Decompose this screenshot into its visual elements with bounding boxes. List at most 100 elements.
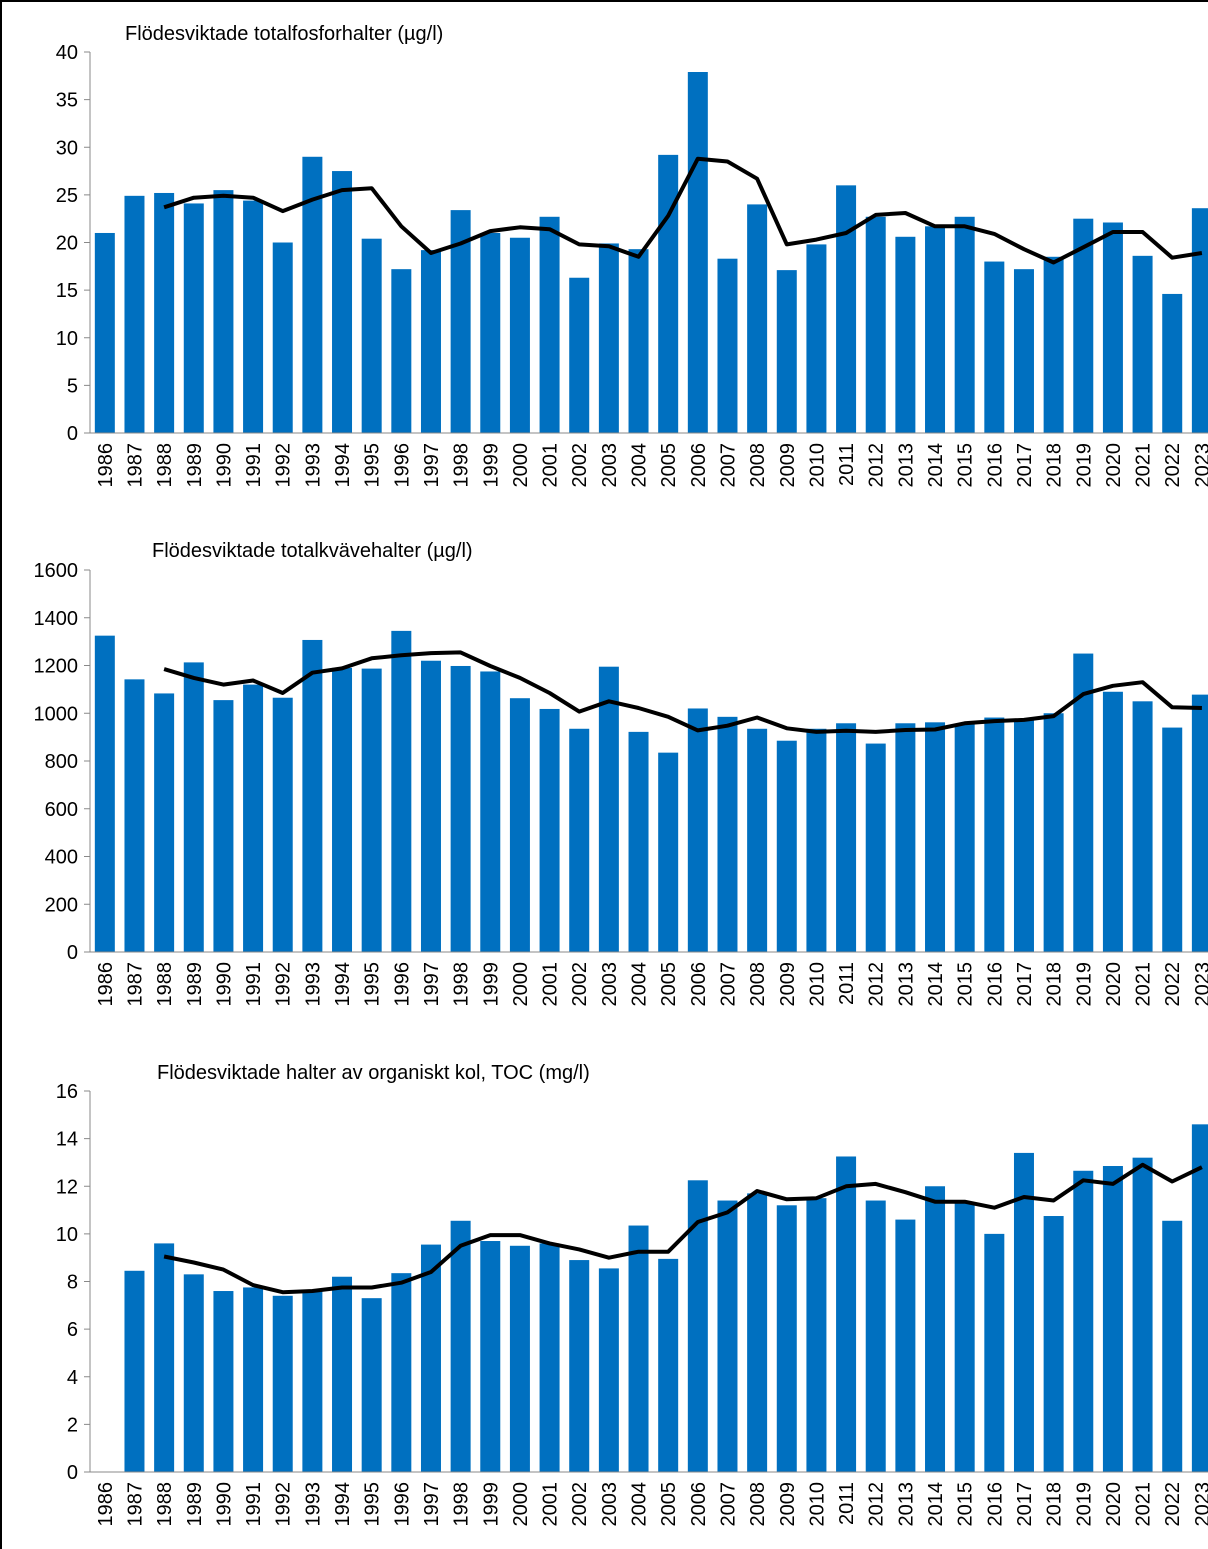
bar xyxy=(272,242,293,433)
x-tick-label: 1987 xyxy=(124,1482,146,1527)
x-tick-label: 2015 xyxy=(955,443,977,488)
x-tick-label: 2012 xyxy=(866,962,888,1007)
y-tick-label: 0 xyxy=(67,423,78,445)
bar xyxy=(925,722,946,952)
bar xyxy=(272,697,293,952)
x-tick-label: 2015 xyxy=(955,962,977,1007)
x-tick-label: 2017 xyxy=(1014,962,1036,1007)
bar xyxy=(302,1289,323,1472)
bar xyxy=(450,665,471,952)
x-tick-label: 1990 xyxy=(213,443,235,488)
chart-title: Flödesviktade totalfosforhalter (µg/l) xyxy=(125,23,443,45)
bar xyxy=(628,249,649,433)
x-tick-label: 2006 xyxy=(688,1482,710,1527)
bar xyxy=(1073,218,1094,433)
bar xyxy=(569,1260,590,1472)
bar xyxy=(302,156,323,433)
y-tick-label: 25 xyxy=(56,185,78,207)
bar xyxy=(747,204,768,433)
bar xyxy=(1102,1166,1123,1472)
bar xyxy=(1191,694,1208,952)
x-tick-label: 2023 xyxy=(1192,1482,1208,1527)
bar xyxy=(717,258,738,433)
x-tick-label: 2023 xyxy=(1192,962,1208,1007)
x-tick-label: 1992 xyxy=(273,962,295,1007)
bar xyxy=(569,728,590,952)
x-tick-label: 1995 xyxy=(362,1482,384,1527)
bar xyxy=(124,195,145,433)
x-tick-label: 1994 xyxy=(332,1482,354,1527)
bar xyxy=(628,1225,649,1472)
bar xyxy=(183,662,204,952)
x-tick-label: 2020 xyxy=(1103,443,1125,488)
bar xyxy=(1132,1157,1153,1472)
y-tick-label: 1000 xyxy=(34,703,79,725)
bar xyxy=(154,1243,175,1472)
x-tick-label: 1989 xyxy=(184,962,206,1007)
bar xyxy=(984,261,1005,433)
bar xyxy=(213,700,234,952)
bar xyxy=(509,237,530,433)
y-tick-label: 1600 xyxy=(34,560,79,582)
x-tick-label: 2019 xyxy=(1073,443,1095,488)
bar xyxy=(687,1180,708,1472)
x-tick-label: 2016 xyxy=(984,1482,1006,1527)
y-tick-label: 14 xyxy=(56,1129,78,1151)
x-tick-label: 2012 xyxy=(866,1482,888,1527)
bar xyxy=(836,1156,857,1472)
bar xyxy=(213,190,234,433)
bar xyxy=(420,660,441,952)
bar xyxy=(776,740,797,952)
x-tick-label: 2005 xyxy=(658,443,680,488)
bar xyxy=(1162,293,1183,433)
y-tick-label: 1400 xyxy=(34,608,79,630)
bar xyxy=(94,232,115,433)
x-tick-label: 1993 xyxy=(302,443,324,488)
x-tick-label: 1989 xyxy=(184,1482,206,1527)
y-tick-label: 600 xyxy=(45,799,78,821)
x-tick-label: 2006 xyxy=(688,962,710,1007)
bar xyxy=(1073,1170,1094,1472)
x-tick-label: 1987 xyxy=(124,443,146,488)
x-tick-label: 1990 xyxy=(213,1482,235,1527)
x-tick-label: 2011 xyxy=(836,962,858,1005)
x-tick-label: 2022 xyxy=(1162,443,1184,488)
x-tick-label: 1988 xyxy=(154,443,176,488)
x-tick-label: 2008 xyxy=(747,443,769,488)
x-tick-label: 2005 xyxy=(658,1482,680,1527)
y-tick-label: 0 xyxy=(67,942,78,964)
x-tick-label: 2000 xyxy=(510,962,532,1007)
bar xyxy=(836,723,857,952)
bar xyxy=(984,717,1005,952)
x-tick-label: 1996 xyxy=(391,962,413,1007)
x-tick-label: 2002 xyxy=(569,962,591,1007)
x-tick-label: 2001 xyxy=(540,1482,562,1527)
bar xyxy=(598,666,619,952)
x-tick-label: 2017 xyxy=(1014,443,1036,488)
x-tick-label: 2018 xyxy=(1044,962,1066,1007)
x-tick-label: 2020 xyxy=(1103,962,1125,1007)
x-tick-label: 1998 xyxy=(451,443,473,488)
bar xyxy=(687,708,708,952)
y-tick-label: 8 xyxy=(67,1272,78,1294)
x-tick-label: 1997 xyxy=(421,443,443,488)
x-tick-label: 1989 xyxy=(184,443,206,488)
x-tick-label: 1998 xyxy=(451,1482,473,1527)
x-tick-label: 1988 xyxy=(154,962,176,1007)
y-tick-label: 4 xyxy=(67,1367,78,1389)
bar xyxy=(1073,653,1094,952)
y-tick-label: 35 xyxy=(56,90,78,112)
x-tick-label: 2019 xyxy=(1073,962,1095,1007)
bar xyxy=(865,743,886,952)
bar xyxy=(539,708,560,952)
bar xyxy=(539,1243,560,1472)
x-tick-label: 2001 xyxy=(540,962,562,1007)
bar xyxy=(509,698,530,952)
bar xyxy=(480,1241,501,1472)
x-tick-label: 2015 xyxy=(955,1482,977,1527)
bar xyxy=(391,630,412,952)
bar xyxy=(658,154,679,433)
bar xyxy=(717,716,738,952)
x-tick-label: 2014 xyxy=(925,1482,947,1527)
bar xyxy=(925,226,946,433)
